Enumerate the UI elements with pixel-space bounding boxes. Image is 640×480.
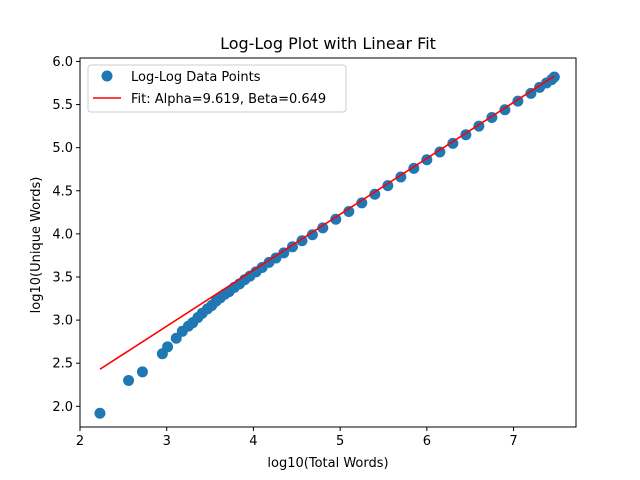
data-point (94, 407, 106, 419)
data-point (343, 205, 355, 217)
data-point (330, 213, 342, 225)
plot-frame (79, 57, 577, 428)
plot-area (94, 71, 560, 419)
data-point (270, 252, 282, 264)
x-tick-label: 7 (509, 434, 517, 449)
x-axis-label: log10(Total Words) (267, 456, 388, 471)
data-point (382, 180, 394, 192)
x-tick-label: 3 (163, 434, 171, 449)
y-tick-label: 4.5 (52, 184, 73, 199)
data-point (525, 87, 537, 99)
y-axis-label: log10(Unique Words) (29, 177, 44, 314)
x-tick-label: 2 (76, 434, 84, 449)
y-tick-label: 2.5 (52, 357, 73, 372)
data-point (278, 247, 290, 259)
x-tick-label: 6 (423, 434, 431, 449)
y-tick-label: 4.0 (52, 227, 73, 242)
data-point (317, 222, 329, 234)
data-point (434, 146, 446, 158)
y-tick-label: 5.5 (52, 98, 73, 113)
x-tick-label: 5 (336, 434, 344, 449)
y-tick-label: 3.0 (52, 314, 73, 329)
y-tick-label: 3.5 (52, 270, 73, 285)
data-point (123, 374, 135, 386)
legend-label-fit-line: Fit: Alpha=9.619, Beta=0.649 (131, 92, 326, 107)
data-point (306, 229, 318, 241)
legend-marker-data-points (101, 70, 113, 82)
y-axis: 2.0 2.5 3.0 3.5 4.0 4.5 5.0 5.5 6.0 (52, 55, 80, 415)
x-axis: 2 3 4 5 6 7 (76, 427, 518, 449)
chart-title: Log-Log Plot with Linear Fit (220, 34, 436, 53)
data-point (162, 341, 174, 353)
legend-label-data-points: Log-Log Data Points (131, 70, 261, 85)
x-tick-label: 4 (249, 434, 257, 449)
legend: Log-Log Data Points Fit: Alpha=9.619, Be… (87, 64, 347, 113)
data-point (369, 188, 381, 200)
data-point (356, 197, 368, 209)
y-tick-label: 5.0 (52, 141, 73, 156)
data-point (136, 366, 148, 378)
y-tick-label: 6.0 (52, 55, 73, 70)
legend-box (87, 64, 347, 113)
fit-line (99, 75, 555, 370)
y-tick-label: 2.0 (52, 400, 73, 415)
